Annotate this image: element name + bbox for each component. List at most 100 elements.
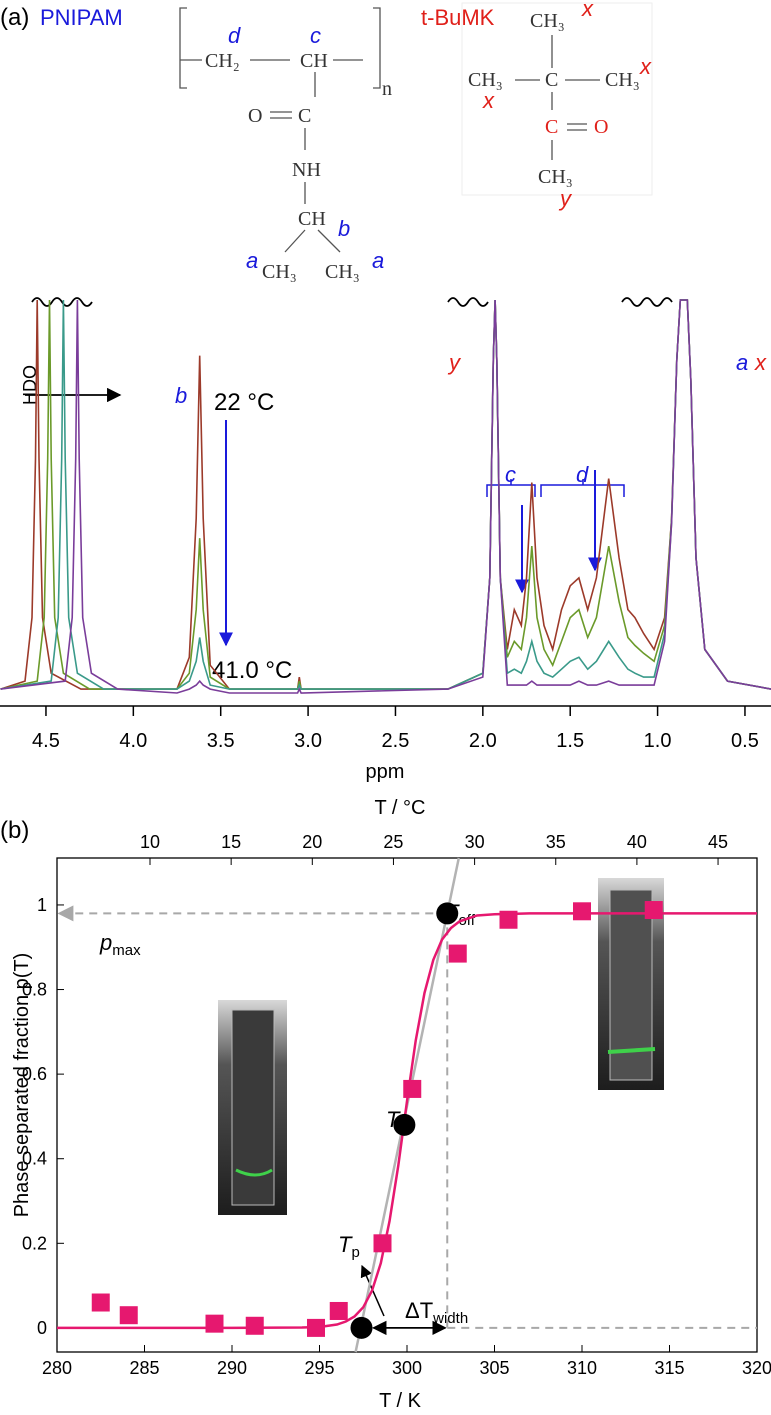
x2-tick-label: 15: [221, 832, 241, 852]
x-tick-label: 3.5: [207, 730, 235, 752]
spectrum: [0, 299, 771, 690]
key-point: [393, 1113, 416, 1136]
data-point: [403, 1079, 422, 1098]
key-point: [436, 902, 459, 925]
x-tick-label: 320: [742, 1358, 771, 1378]
plots: 4.5 4.0 3.5 3.0 2.5 2.0 1.5 1.0 0.5 280 285 290 295 3…: [0, 299, 771, 1378]
annotation-text: T: [338, 1232, 353, 1257]
spectrum: [0, 299, 771, 690]
annotation-sub: p: [351, 1244, 359, 1261]
data-point: [91, 1293, 110, 1312]
spectrum-annotations: HDO b 22 °C 41.0 °C y a x c d: [20, 297, 767, 684]
site-label: a: [372, 248, 384, 273]
curve: [57, 912, 757, 1330]
x-tick-label: 285: [129, 1358, 159, 1378]
peak-label: c: [505, 462, 516, 487]
x2-tick-label: 35: [546, 832, 566, 852]
atom: n: [382, 78, 392, 100]
x-tick-label: 2.0: [469, 730, 497, 752]
atom: CH₃: [262, 261, 297, 283]
annotation-sub: max: [112, 942, 141, 959]
data-point: [245, 1316, 264, 1335]
atom: CH₃: [468, 69, 503, 91]
data-point: [573, 902, 591, 921]
x-tick-label: 305: [479, 1358, 509, 1378]
x-tick-label: 310: [567, 1358, 597, 1378]
x-tick-label: 3.0: [294, 730, 322, 752]
data-point: [448, 944, 467, 963]
data-point: [329, 1301, 348, 1320]
site-label: c: [310, 23, 321, 48]
structure-name: t-BuMK: [421, 5, 495, 30]
annotation: pmax: [99, 930, 141, 959]
panel-label: (a): [0, 4, 29, 31]
y-axis-title: Phase separated fraction p(T): [11, 953, 33, 1218]
atom: CH₂: [205, 50, 240, 72]
bracket: [486, 479, 625, 497]
x2-tick-label: 45: [708, 832, 728, 852]
tbumk-structure: CH₃ x CH₃ C CH₃ x x C O CH₃ y: [468, 0, 652, 211]
data-point: [119, 1306, 138, 1325]
atom: CH: [298, 208, 326, 230]
annotation-text: ΔT: [405, 1298, 433, 1323]
atom: CH₃: [325, 261, 360, 283]
spectrum: [0, 299, 771, 694]
atom: CH₃: [530, 10, 565, 32]
structure-name: PNIPAM: [40, 5, 123, 30]
x-axis-title: T / K: [379, 1390, 422, 1412]
site-label: x: [581, 0, 594, 21]
peak-label: x: [754, 350, 767, 375]
site-label: x: [482, 88, 495, 113]
x-tick-label: 4.5: [32, 730, 60, 752]
data-point: [644, 901, 663, 920]
site-label: x: [639, 54, 652, 79]
x2-tick-label: 20: [302, 832, 322, 852]
y-tick-label: 0.4: [22, 1149, 47, 1169]
spectrum: [0, 299, 771, 690]
peak-label: a: [736, 350, 748, 375]
x-tick-label: 0.5: [731, 730, 759, 752]
peak-label: y: [447, 350, 462, 375]
x-tick-label: 1.0: [644, 730, 672, 752]
x2-tick-label: 40: [627, 832, 647, 852]
y-tick-label: 0.2: [22, 1233, 47, 1253]
y-tick-label: 1: [37, 895, 47, 915]
x-tick-label: 4.0: [119, 730, 147, 752]
atom: CH₃: [605, 69, 640, 91]
site-label: b: [338, 216, 350, 241]
data-point: [373, 1234, 392, 1253]
atom: O: [248, 105, 262, 127]
atom: NH: [292, 159, 321, 181]
peak-label: d: [576, 462, 589, 487]
annotation: ΔTwidth: [405, 1298, 468, 1327]
atom: O: [594, 116, 608, 138]
data-point: [205, 1314, 224, 1333]
pnipam-structure: d c CH₂ CH n O C NH CH b a CH₃ CH₃ a: [179, 7, 392, 283]
atom: C: [298, 105, 311, 127]
x-tick-label: 290: [217, 1358, 247, 1378]
key-point: [350, 1316, 373, 1339]
temperature-label: 22 °C: [214, 389, 274, 416]
panel-label: (b): [0, 817, 29, 844]
atom: C: [545, 116, 558, 138]
y-tick-label: 0.8: [22, 980, 47, 1000]
x-tick-label: 315: [654, 1358, 684, 1378]
atom: CH₃: [538, 166, 573, 188]
structure-box: [461, 2, 653, 196]
x-axis-title: ppm: [366, 761, 405, 783]
photo: [218, 878, 664, 1215]
x-tick-label: 1.5: [556, 730, 584, 752]
x2-tick-label: 25: [383, 832, 403, 852]
site-label: d: [228, 23, 241, 48]
break-mark: [31, 297, 673, 307]
x-tick-label: 280: [42, 1358, 72, 1378]
x-tick-label: 295: [304, 1358, 334, 1378]
x2-tick-label: 30: [465, 832, 485, 852]
atom: C: [545, 69, 558, 91]
peak-label: b: [175, 383, 187, 408]
x-tick-label: 300: [392, 1358, 422, 1378]
annotation-text: p: [99, 930, 112, 955]
data-point: [307, 1318, 325, 1337]
temperature-label: 41.0 °C: [212, 657, 292, 684]
